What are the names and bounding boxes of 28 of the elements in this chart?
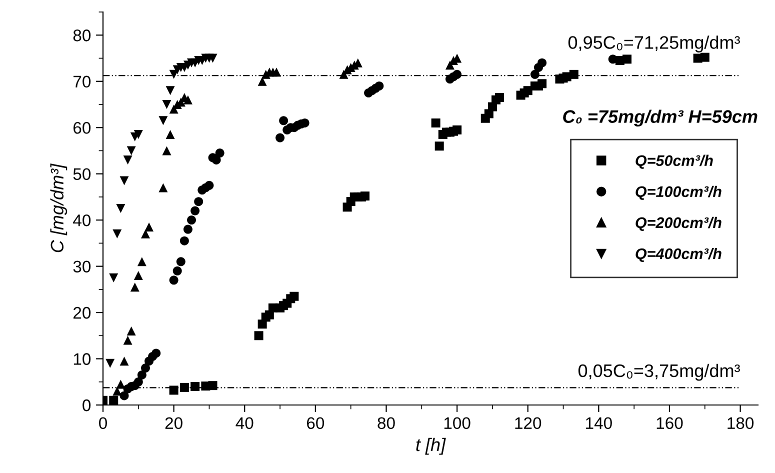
x-tick-label: 140	[586, 417, 612, 430]
legend-label: Q=200cm³/h	[636, 216, 722, 231]
x-tick-label: 120	[515, 417, 542, 430]
y-tick-label: 10	[74, 353, 91, 365]
x-tick-label: 0	[99, 417, 107, 430]
y-tick-label: 40	[73, 214, 91, 226]
y-tick-label: 50	[73, 168, 91, 180]
y-tick-label: 0	[82, 399, 91, 412]
x-tick-label: 60	[307, 417, 324, 430]
legend-label: Q=400cm³/h	[636, 248, 722, 262]
legend-label: Q=50cm³/h	[636, 154, 713, 169]
x-tick-label: 20	[165, 417, 182, 430]
y-tick-label: 60	[74, 122, 91, 134]
y-tick-label: 80	[73, 30, 91, 42]
x-tick-label: 160	[656, 417, 683, 430]
y-tick-label: 30	[73, 260, 91, 272]
x-tick-label: 100	[444, 417, 470, 430]
y-tick-label: 20	[73, 306, 91, 319]
y-tick-label: 70	[74, 76, 91, 88]
legend-label: Q=100cm³/h	[636, 186, 722, 200]
x-tick-label: 40	[236, 417, 254, 430]
ref-line-label: 0,05C₀=3,75mg/dm³	[578, 364, 740, 381]
x-axis-title: t [h]	[416, 438, 446, 455]
annotation: C₀ =75mg/dm³ H=59cm	[563, 110, 758, 127]
x-tick-label: 80	[378, 417, 395, 430]
y-axis-title: C [mg/dm³]	[50, 164, 68, 252]
x-tick-label: 180	[728, 417, 754, 430]
ref-line-label: 0,95C₀=71,25mg/dm³	[568, 36, 740, 52]
